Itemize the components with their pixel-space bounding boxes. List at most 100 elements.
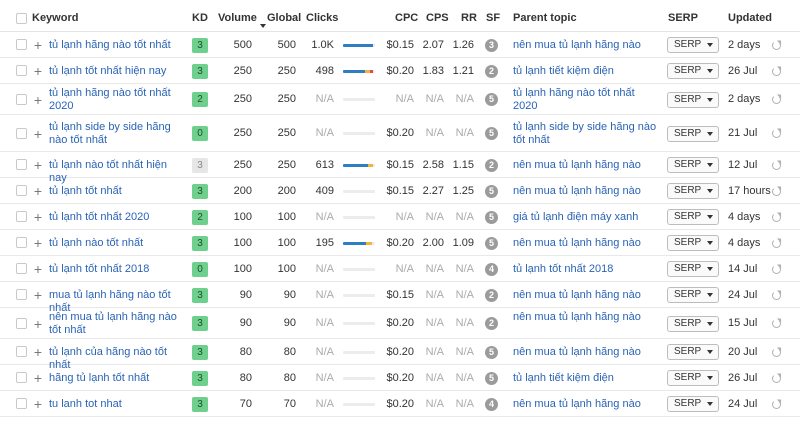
- plus-icon[interactable]: +: [33, 370, 43, 386]
- col-kd[interactable]: KD: [192, 12, 208, 24]
- row-checkbox[interactable]: [16, 93, 27, 105]
- plus-icon[interactable]: +: [33, 157, 43, 173]
- parent-topic-link[interactable]: tủ lạnh tốt nhất 2018: [513, 262, 614, 275]
- keyword-link[interactable]: mua tủ lạnh hãng nào tốt nhất: [49, 288, 171, 314]
- sf-badge[interactable]: 5: [485, 345, 498, 359]
- serp-dropdown[interactable]: SERP: [667, 209, 719, 225]
- sf-badge[interactable]: 3: [485, 38, 498, 52]
- keyword-link[interactable]: tủ lạnh nào tốt nhất: [49, 236, 144, 249]
- row-checkbox[interactable]: [16, 263, 27, 274]
- parent-topic-link[interactable]: giá tủ lạnh điện máy xanh: [513, 210, 639, 223]
- plus-icon[interactable]: +: [33, 261, 43, 277]
- parent-topic-link[interactable]: nên mua tủ lạnh hãng nào: [513, 184, 641, 197]
- row-checkbox[interactable]: [16, 317, 27, 329]
- serp-dropdown[interactable]: SERP: [667, 63, 719, 79]
- row-checkbox[interactable]: [16, 185, 27, 196]
- serp-dropdown[interactable]: SERP: [667, 370, 719, 386]
- serp-dropdown[interactable]: SERP: [667, 157, 719, 173]
- row-checkbox[interactable]: [16, 127, 27, 139]
- refresh-icon[interactable]: [772, 319, 781, 328]
- sf-badge[interactable]: 2: [485, 317, 498, 330]
- refresh-icon[interactable]: [772, 66, 781, 76]
- col-sf[interactable]: SF: [486, 12, 501, 24]
- keyword-link[interactable]: nên mua tủ lạnh hãng nào tốt nhất: [49, 310, 177, 336]
- sf-badge[interactable]: 2: [485, 64, 498, 78]
- refresh-icon[interactable]: [772, 373, 781, 383]
- col-updated[interactable]: Updated: [728, 12, 772, 24]
- plus-icon[interactable]: +: [33, 235, 43, 251]
- refresh-icon[interactable]: [772, 95, 781, 104]
- keyword-link[interactable]: hãng tủ lạnh tốt nhất: [49, 371, 150, 384]
- parent-topic-link[interactable]: nên mua tủ lạnh hãng nào: [513, 345, 641, 358]
- sf-badge[interactable]: 5: [485, 127, 498, 140]
- plus-icon[interactable]: +: [33, 125, 43, 142]
- keyword-link[interactable]: tủ lạnh của hãng nào tốt nhất: [49, 345, 168, 371]
- keyword-link[interactable]: tủ lạnh tốt nhất 2020: [49, 210, 150, 223]
- parent-topic-link[interactable]: nên mua tủ lạnh hãng nào: [513, 38, 641, 51]
- serp-dropdown[interactable]: SERP: [667, 91, 719, 108]
- keyword-link[interactable]: tủ lạnh nào tốt nhất hiện nay: [49, 158, 168, 184]
- sf-badge[interactable]: 4: [485, 397, 498, 411]
- parent-topic-link[interactable]: nên mua tủ lạnh hãng nào: [513, 158, 641, 171]
- plus-icon[interactable]: +: [33, 183, 43, 199]
- col-global[interactable]: Global: [267, 12, 302, 24]
- refresh-icon[interactable]: [772, 40, 781, 50]
- serp-dropdown[interactable]: SERP: [667, 37, 719, 53]
- select-all-checkbox[interactable]: [16, 13, 27, 24]
- refresh-icon[interactable]: [772, 347, 781, 357]
- serp-dropdown[interactable]: SERP: [667, 261, 719, 277]
- row-checkbox[interactable]: [16, 65, 27, 76]
- sf-badge[interactable]: 2: [485, 158, 498, 172]
- keyword-link[interactable]: tủ lạnh side by side hãng nào tốt nhất: [49, 120, 171, 146]
- row-checkbox[interactable]: [16, 289, 27, 300]
- refresh-icon[interactable]: [772, 160, 781, 170]
- keyword-link[interactable]: tu lanh tot nhat: [49, 397, 122, 410]
- sf-badge[interactable]: 2: [485, 288, 498, 302]
- sf-badge[interactable]: 5: [485, 236, 498, 250]
- keyword-link[interactable]: tủ lạnh tốt nhất hiện nay: [49, 64, 167, 77]
- plus-icon[interactable]: +: [33, 209, 43, 225]
- row-checkbox[interactable]: [16, 372, 27, 383]
- plus-icon[interactable]: +: [33, 315, 43, 332]
- row-checkbox[interactable]: [16, 159, 27, 170]
- plus-icon[interactable]: +: [33, 344, 43, 360]
- parent-topic-link[interactable]: tủ lạnh hãng nào tốt nhất 2020: [513, 86, 635, 112]
- keyword-link[interactable]: tủ lạnh tốt nhất 2018: [49, 262, 150, 275]
- row-checkbox[interactable]: [16, 346, 27, 357]
- parent-topic-link[interactable]: nên mua tủ lạnh hãng nào: [513, 397, 641, 410]
- keyword-link[interactable]: tủ lạnh tốt nhất: [49, 184, 122, 197]
- refresh-icon[interactable]: [772, 129, 781, 138]
- plus-icon[interactable]: +: [33, 63, 43, 79]
- sf-badge[interactable]: 5: [485, 210, 498, 224]
- row-checkbox[interactable]: [16, 39, 27, 50]
- parent-topic-link[interactable]: nên mua tủ lạnh hãng nào: [513, 236, 641, 249]
- plus-icon[interactable]: +: [33, 91, 43, 108]
- serp-dropdown[interactable]: SERP: [667, 344, 719, 360]
- refresh-icon[interactable]: [772, 264, 781, 274]
- col-clicks[interactable]: Clicks: [306, 12, 339, 24]
- col-cps[interactable]: CPS: [426, 12, 449, 24]
- refresh-icon[interactable]: [772, 290, 781, 300]
- col-cpc[interactable]: CPC: [395, 12, 419, 24]
- col-keyword[interactable]: Keyword: [32, 12, 79, 24]
- serp-dropdown[interactable]: SERP: [667, 315, 719, 332]
- parent-topic-link[interactable]: tủ lạnh side by side hãng nào tốt nhất: [513, 120, 657, 146]
- parent-topic-link[interactable]: nên mua tủ lạnh hãng nào: [513, 288, 641, 301]
- parent-topic-link[interactable]: nên mua tủ lạnh hãng nào: [513, 310, 641, 323]
- row-checkbox[interactable]: [16, 211, 27, 222]
- serp-dropdown[interactable]: SERP: [667, 125, 719, 142]
- sf-badge[interactable]: 5: [485, 93, 498, 106]
- sf-badge[interactable]: 5: [485, 371, 498, 385]
- col-volume[interactable]: Volume: [218, 12, 266, 28]
- keyword-link[interactable]: tủ lạnh hãng nào tốt nhất: [49, 38, 171, 51]
- parent-topic-link[interactable]: tủ lạnh tiết kiệm điện: [513, 64, 614, 77]
- plus-icon[interactable]: +: [33, 396, 43, 412]
- refresh-icon[interactable]: [772, 186, 781, 196]
- plus-icon[interactable]: +: [33, 287, 43, 303]
- col-parent-topic[interactable]: Parent topic: [513, 12, 577, 24]
- serp-dropdown[interactable]: SERP: [667, 235, 719, 251]
- refresh-icon[interactable]: [772, 399, 781, 409]
- row-checkbox[interactable]: [16, 398, 27, 409]
- serp-dropdown[interactable]: SERP: [667, 287, 719, 303]
- col-rr[interactable]: RR: [461, 12, 477, 24]
